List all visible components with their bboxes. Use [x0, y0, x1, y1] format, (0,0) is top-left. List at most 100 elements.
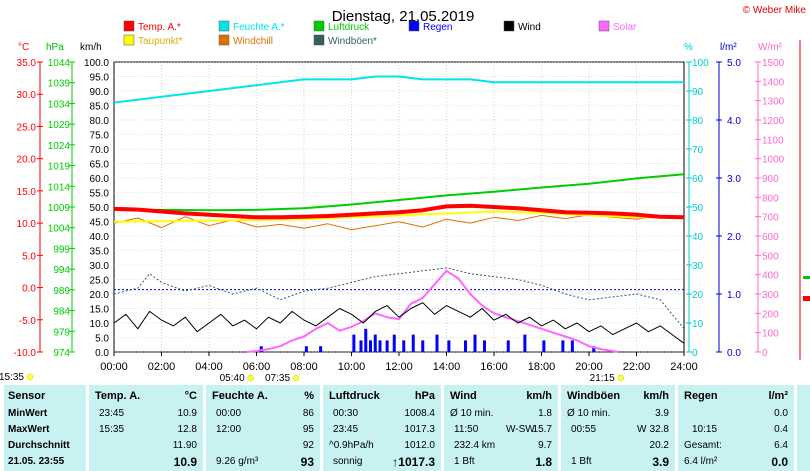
series-line-taupunkt: [113, 210, 685, 223]
rain-tick-label: 3.0: [727, 174, 741, 185]
rain-max-value: 0.4: [774, 424, 788, 435]
legend-swatch: [123, 20, 135, 32]
copyright-label[interactable]: © Weber Mike: [743, 5, 807, 16]
rain-bar: [378, 340, 382, 352]
solar-tick-label: 1300: [762, 97, 785, 108]
temp-header: Temp. A. °C: [95, 390, 197, 402]
humidity-unit-label: %: [684, 42, 693, 53]
press-current-value: ↑1017.3: [392, 455, 435, 469]
rain-bar: [373, 334, 377, 352]
speed-tick-label: 95.0: [90, 73, 110, 84]
rain-bar: [369, 340, 372, 352]
rain-total-value: 6.4: [774, 440, 788, 451]
wind-avg-value: 9.7: [538, 440, 552, 451]
unit-labels: °C hPa km/h % l/m² W/m²: [18, 42, 783, 53]
hum-min-value: 86: [302, 408, 314, 419]
pressure-tick-label: 1004: [48, 224, 71, 235]
sun-marker-label: 05:40: [220, 373, 245, 384]
solar-tick-label: 600: [762, 232, 779, 243]
speed-tick-label: 45.0: [90, 218, 110, 229]
sun-marker-icon: [292, 374, 300, 382]
solar-tick-label: 900: [762, 174, 779, 185]
humidity-tick-label: 80: [692, 116, 704, 127]
pressure-tick-label: 974: [53, 348, 70, 359]
rain-bar: [421, 340, 425, 352]
humidity-header: Feuchte A. %: [212, 390, 314, 402]
series-line-wind: [113, 302, 685, 344]
speed-tick-label: 40.0: [90, 232, 110, 243]
sensor-column: Sensor MinWert MaxWert Durchschnitt 21.0…: [4, 385, 86, 471]
temp-tick-label: 25.0: [17, 122, 37, 133]
rain-bar: [447, 340, 451, 352]
rain-bar: [506, 340, 510, 352]
humidity-tick-label: 60: [692, 174, 704, 185]
gust-max-dir: W: [637, 424, 647, 435]
rain-bar: [402, 340, 406, 352]
rain-bar: [259, 346, 263, 352]
speed-tick-label: 100.0: [84, 58, 109, 69]
sun-marker-label: 21:15: [590, 373, 615, 384]
legend-swatch: [218, 20, 230, 32]
press-avg-value: 1012.0: [404, 440, 435, 451]
temp-max-time: 15:35: [99, 424, 125, 435]
temp-tick-label: 35.0: [17, 58, 37, 69]
humidity-tick-label: 40: [692, 232, 704, 243]
rain-column: Regen l/m² 0.0 10:15 0.4 Gesamt: 6.4 6.4…: [678, 385, 794, 471]
pressure-tick-label: 1029: [48, 120, 71, 131]
series-line-solar: [246, 269, 619, 353]
speed-tick-label: 65.0: [90, 160, 110, 171]
temp-max-value: 12.8: [177, 424, 197, 435]
gust-max-value: 32.8: [649, 424, 669, 435]
temp-unit-label: °C: [18, 42, 29, 53]
temp-tick-label: 0.0: [22, 284, 36, 295]
solar-tick-label: 100: [762, 329, 779, 340]
speed-tick-label: 85.0: [90, 102, 110, 113]
legend-swatch: [123, 34, 135, 46]
temp-tick-label: 15.0: [17, 187, 37, 198]
solar-tick-label: 1100: [762, 135, 784, 146]
speed-tick-label: 10.0: [90, 319, 110, 330]
gust-max-time: 00:55: [571, 424, 597, 435]
pressure-header: Luftdruck hPa: [329, 390, 435, 402]
pressure-tick-label: 984: [53, 307, 70, 318]
rain-bar: [352, 334, 356, 352]
rain-bar: [464, 340, 467, 352]
press-trend: ^0.9hPa/h: [329, 440, 374, 451]
x-tick-label: 02:00: [148, 361, 176, 373]
solar-tick-label: 1400: [762, 77, 785, 88]
rain-unit-label: l/m²: [720, 42, 737, 53]
wind-avg10-value: 1.8: [538, 408, 552, 419]
chart-axes: 35.0 30.0 25.0 20.0 15.0 10.0 5.0 0.0 -5.0 -10.0 1…: [13, 58, 784, 359]
temp-tick-label: -10.0: [13, 348, 36, 359]
legend-label: Windböen*: [328, 36, 377, 47]
chart-legend: Temp. A.* Feuchte A.* Luftdruck Regen Wind So…: [123, 20, 637, 47]
solar-tick-label: 0: [762, 348, 768, 359]
solar-tick-label: 800: [762, 193, 779, 204]
temp-tick-label: -5.0: [19, 316, 37, 327]
speed-tick-label: 20.0: [90, 290, 110, 301]
pressure-tick-label: 1014: [48, 182, 71, 193]
pressure-tick-label: 1019: [48, 162, 71, 173]
press-max-time: 23:45: [333, 424, 359, 435]
sun-marker-icon: [26, 373, 34, 381]
speed-tick-label: 5.0: [95, 334, 109, 345]
rain-bar: [483, 340, 486, 352]
rain-bar: [359, 340, 363, 352]
speed-tick-label: 35.0: [90, 247, 110, 258]
rain-tick-label: 4.0: [727, 116, 741, 127]
gust-current-value: 3.9: [652, 455, 669, 469]
rain-total-label: Gesamt:: [684, 440, 722, 451]
x-tick-label: 22:00: [623, 361, 651, 373]
legend-label: Solar: [613, 22, 637, 33]
legend-swatch: [408, 20, 420, 32]
sun-marker-icon: [617, 374, 624, 382]
gust-column: Windböen km/h Ø 10 min. 3.9 00:55 W 32.8…: [561, 385, 675, 471]
gust-bft: 1 Bft: [571, 456, 592, 467]
gust-avg10-label: Ø 10 min.: [567, 408, 611, 419]
legend-label: Windchill: [233, 36, 273, 47]
sun-marker-icon: [247, 374, 254, 382]
rain-day-total: 6.4 l/m²: [684, 456, 718, 467]
sun-markers: 15:35 05:40 07:35 21:15: [0, 372, 624, 384]
solar-tick-label: 1200: [762, 116, 785, 127]
speed-tick-label: 80.0: [90, 116, 110, 127]
